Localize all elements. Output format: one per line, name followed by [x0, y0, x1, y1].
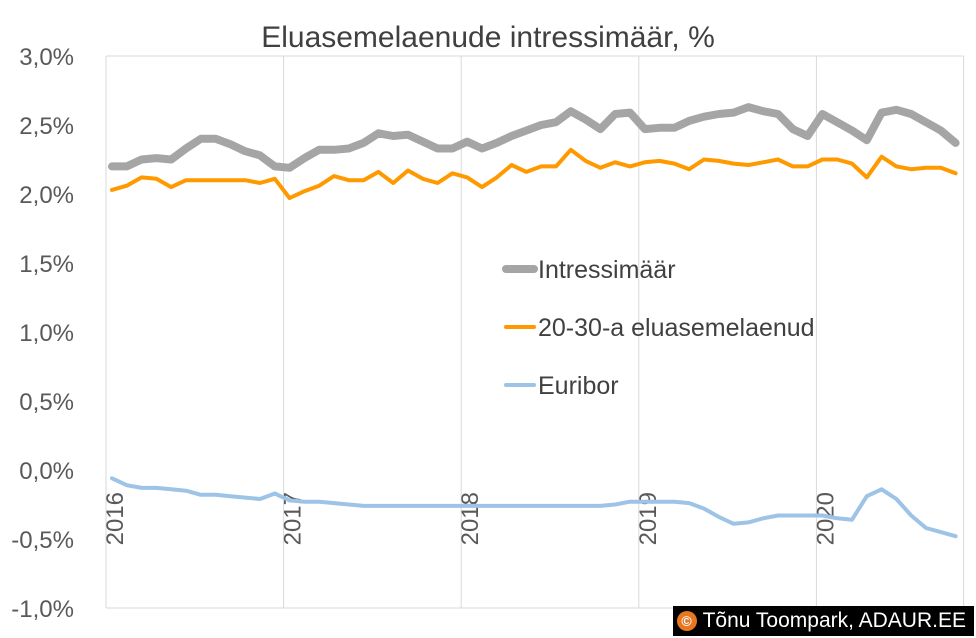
- series-line-3: [110, 476, 958, 539]
- y-tick-label: 2,5%: [19, 113, 74, 140]
- y-tick-label: 3,0%: [19, 44, 74, 71]
- y-tick-label: 1,0%: [19, 320, 74, 347]
- x-axis-ticks: 2016 2017 2018 2019 2020: [102, 492, 839, 545]
- y-tick-label: 0,5%: [19, 389, 74, 416]
- y-tick-label: -1,0%: [11, 596, 74, 623]
- legend-label: Euribor: [538, 372, 619, 400]
- chart-title: Eluasemelaenude intressimäär, %: [261, 21, 715, 54]
- x-tick-label: 2018: [457, 492, 484, 545]
- x-tick-label: 2016: [102, 492, 129, 545]
- y-tick-label: 1,5%: [19, 251, 74, 278]
- copyright-icon: ©: [676, 611, 697, 631]
- series-line-2: [110, 147, 958, 201]
- copyright-badge: © Tõnu Toompark, ADAUR.EE: [672, 606, 974, 636]
- y-axis-ticks: 3,0% 2,5% 2,0% 1,5% 1,0% 0,5% 0,0% -0,5% -1,0%: [11, 44, 74, 623]
- legend: Intressimäär 20-30-a eluasemelaenud Euribo…: [502, 256, 815, 400]
- legend-label: Intressimäär: [538, 256, 676, 284]
- series-line-1: [108, 103, 960, 172]
- y-tick-label: -0,5%: [11, 527, 74, 554]
- plot-area: [108, 103, 960, 539]
- legend-label: 20-30-a eluasemelaenud: [538, 314, 815, 342]
- y-tick-label: 0,0%: [19, 458, 74, 485]
- y-tick-label: 2,0%: [19, 182, 74, 209]
- copyright-text: Tõnu Toompark, ADAUR.EE: [702, 609, 966, 632]
